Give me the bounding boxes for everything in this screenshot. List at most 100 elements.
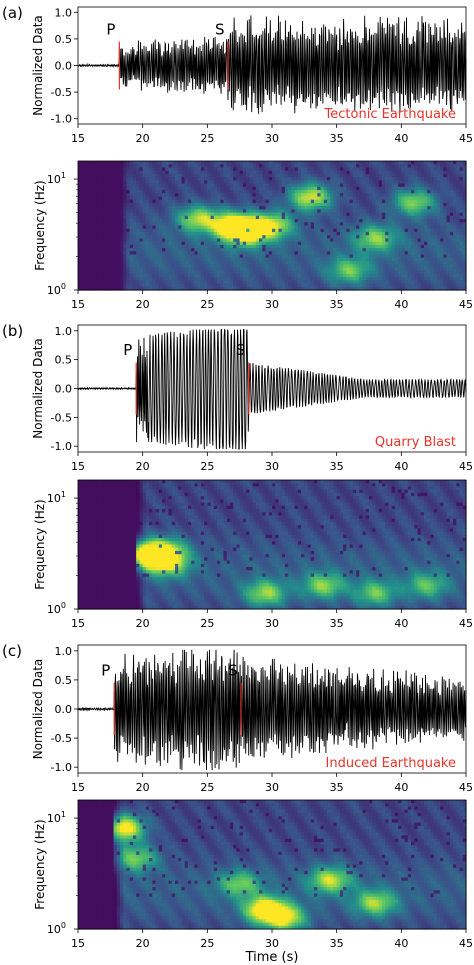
spectrogram-cell — [87, 241, 92, 246]
spectrogram-cell — [259, 193, 263, 198]
spectrogram-cell — [165, 206, 170, 210]
spectrogram-cell — [262, 264, 267, 269]
spectrogram-cell — [155, 180, 160, 185]
spectrogram-cell — [262, 212, 267, 217]
spec-x-tick-label: 45 — [459, 298, 473, 311]
spectrogram-cell — [217, 235, 221, 240]
spectrogram-cell — [236, 167, 241, 172]
spectrogram-cell — [233, 267, 238, 272]
spectrogram-cell — [236, 283, 241, 288]
spectrogram-cell — [194, 257, 199, 262]
spectrogram-cell — [78, 183, 82, 188]
spectrogram-cell — [84, 241, 89, 246]
spectrogram-cell — [129, 228, 134, 233]
spectrogram-cell — [204, 219, 208, 223]
spectrogram-cell — [207, 254, 212, 259]
spectrogram-cell — [223, 277, 228, 281]
spectrogram-cell — [165, 260, 170, 265]
spectrogram-cell — [162, 238, 166, 243]
spectrogram-cell — [132, 173, 137, 178]
spectrogram-cell — [132, 254, 137, 259]
spectrogram-cell — [152, 228, 157, 233]
spectrogram-cell — [152, 173, 157, 178]
spectrogram-cell — [126, 244, 131, 249]
spectrogram-cell — [100, 206, 105, 210]
spectrogram-cell — [110, 225, 115, 230]
spectrogram-cell — [259, 273, 263, 278]
spectrogram-cell — [81, 264, 86, 269]
spectrogram-cell — [145, 254, 150, 259]
spectrogram-cell — [197, 257, 202, 262]
spectrogram-cell — [155, 286, 160, 291]
spectrogram-cell — [194, 225, 199, 230]
spectrogram-cell — [197, 222, 202, 227]
spectrogram-cell — [220, 180, 225, 185]
spectrogram-cell — [259, 264, 263, 269]
spectrogram-cell — [94, 264, 98, 269]
spectrogram-cell — [165, 196, 170, 201]
spectrogram-cell — [175, 167, 179, 172]
spectrogram-cell — [191, 248, 195, 252]
spectrogram-cell — [110, 173, 115, 178]
spectrogram-cell — [94, 267, 98, 272]
spectrogram-cell — [229, 270, 234, 275]
spectrogram-cell — [100, 177, 105, 181]
spectrogram-cell — [171, 199, 176, 204]
spectrogram-cell — [187, 241, 192, 246]
spectrogram-cell — [236, 161, 241, 165]
spectrogram-cell — [120, 264, 124, 269]
spectrogram-cell — [187, 173, 192, 178]
spectrogram-cell — [194, 212, 199, 217]
spectrogram-cell — [226, 161, 231, 165]
spectrogram-cell — [226, 257, 231, 262]
spectrogram-cell — [158, 286, 163, 291]
spectrogram-cell — [100, 170, 105, 175]
spectrogram-cell — [152, 231, 157, 236]
spectrogram-cell — [81, 212, 86, 217]
spectrogram-cell — [162, 219, 166, 223]
spectrogram-cell — [242, 244, 247, 249]
spectrogram-cell — [152, 241, 157, 246]
spectrogram-cell — [236, 286, 241, 291]
spectrogram-cell — [87, 235, 92, 240]
spectrogram-cell — [259, 267, 263, 272]
spectrogram-cell — [242, 260, 247, 265]
spectrogram-cell — [242, 225, 247, 230]
spectrogram-cell — [242, 251, 247, 256]
spectrogram-cell — [116, 264, 121, 269]
spectrogram-cell — [262, 231, 267, 236]
spectrogram-cell — [220, 161, 225, 165]
spectrogram-cell — [184, 209, 189, 214]
spectrogram-cell — [223, 222, 228, 227]
spectrogram-cell — [252, 280, 257, 285]
spectrogram-cell — [145, 238, 150, 243]
spectrogram-cell — [181, 167, 186, 172]
spectrogram-cell — [204, 199, 208, 204]
spectrogram-cell — [81, 251, 86, 256]
spectrogram-cell — [213, 254, 218, 259]
spectrogram-cell — [123, 190, 128, 194]
spectrogram-cell — [155, 193, 160, 198]
spectrogram-cell — [184, 173, 189, 178]
spectrogram-cell — [100, 260, 105, 265]
spectrogram-cell — [226, 231, 231, 236]
spectrogram-cell — [97, 277, 102, 281]
spectrogram-cell — [210, 277, 215, 281]
spectrogram-cell — [84, 177, 89, 181]
spectrogram-cell — [165, 222, 170, 227]
spectrogram-cell — [181, 260, 186, 265]
spectrogram-cell — [187, 277, 192, 281]
spectrogram-cell — [194, 180, 199, 185]
spectrogram-cell — [107, 161, 111, 165]
spectrogram-cell — [168, 164, 173, 169]
spectrogram-cell — [100, 248, 105, 252]
event-type-label: Quarry Blast — [375, 435, 456, 450]
spectrogram-cell — [210, 254, 215, 259]
spectrogram-cell — [120, 254, 124, 259]
spectrogram-cell — [149, 231, 153, 236]
spectrogram-cell — [200, 267, 205, 272]
spectrogram-cell — [262, 238, 267, 243]
spectrogram-cell — [90, 286, 95, 291]
spectrogram-cell — [233, 209, 238, 214]
spectrogram-cell — [103, 177, 108, 181]
